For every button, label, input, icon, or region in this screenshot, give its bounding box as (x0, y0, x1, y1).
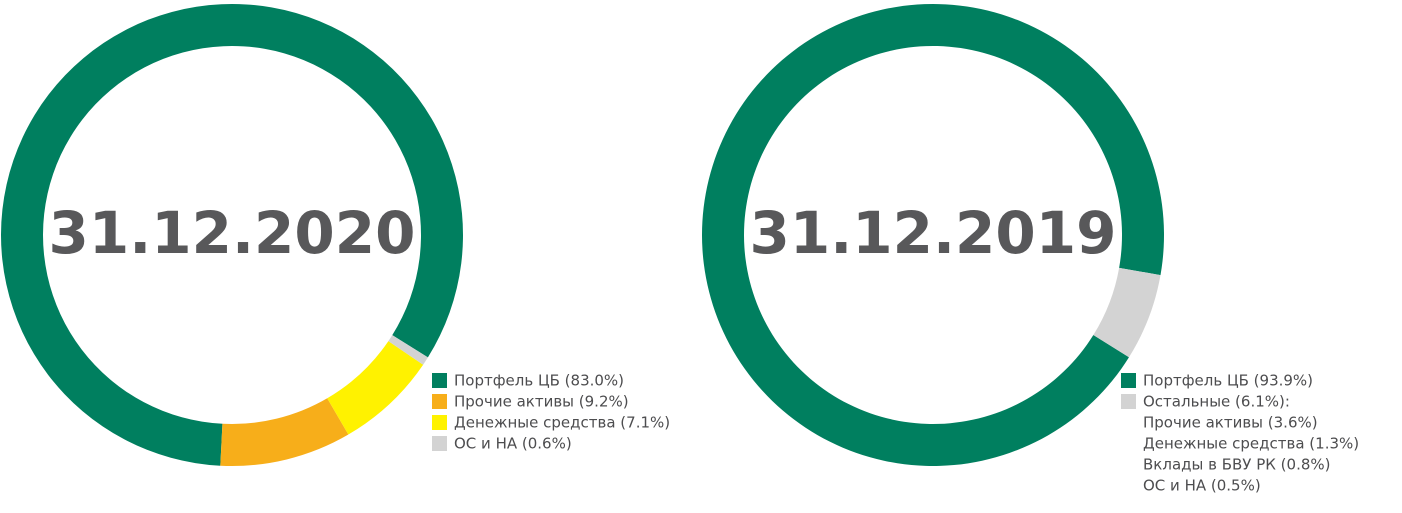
legend-swatch (432, 394, 447, 409)
breakdown-label: Прочие активы (3.6%) (1143, 414, 1318, 432)
legend-label: Портфель ЦБ (83.0%) (454, 372, 624, 390)
legend-label: Портфель ЦБ (93.9%) (1143, 372, 1313, 390)
legend-swatch (1121, 394, 1136, 409)
legend-swatch (432, 436, 447, 451)
donut-segment (220, 398, 349, 466)
breakdown-label: Вклады в БВУ РК (0.8%) (1143, 456, 1331, 474)
legend-swatch (432, 373, 447, 388)
legend-label: Денежные средства (7.1%) (454, 414, 670, 432)
donut-segment (327, 341, 424, 435)
center-label: 31.12.2020 (49, 199, 416, 267)
legend-swatch (1121, 373, 1136, 388)
legend-label: ОС и НА (0.6%) (454, 435, 572, 453)
legend-label: Остальные (6.1%): (1143, 393, 1290, 411)
breakdown-label: ОС и НА (0.5%) (1143, 477, 1261, 495)
donut-segment (1093, 267, 1161, 358)
breakdown-label: Денежные средства (1.3%) (1143, 435, 1359, 453)
legend-swatch (432, 415, 447, 430)
legend-label: Прочие активы (9.2%) (454, 393, 629, 411)
center-label: 31.12.2019 (750, 199, 1117, 267)
donut-segment (388, 335, 428, 365)
